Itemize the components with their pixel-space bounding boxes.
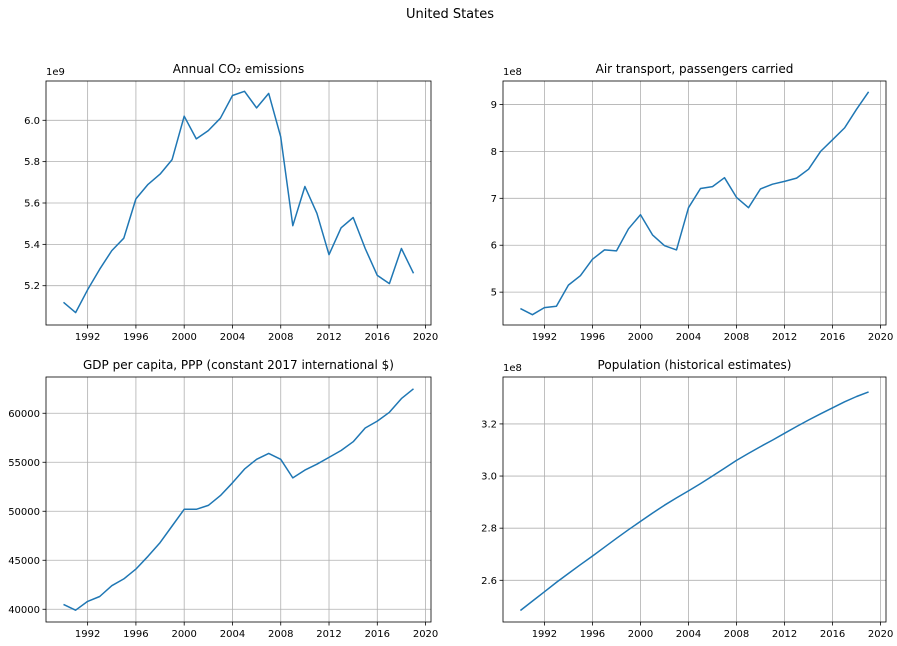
x-tick-label: 1992 <box>532 332 557 343</box>
x-tick-label: 1996 <box>580 629 605 640</box>
x-tick-label: 2008 <box>268 629 293 640</box>
x-tick-label: 2004 <box>220 332 245 343</box>
x-tick-label: 2020 <box>868 629 893 640</box>
y-offset-label: 1e8 <box>503 67 522 78</box>
y-tick-label: 50000 <box>8 507 40 518</box>
x-tick-label: 2016 <box>365 629 390 640</box>
chart-panel-4: 1992 1996 2000 2004 2008 2012 2016 2020 2.6 2.8 3.… <box>481 358 893 640</box>
axes-frame <box>45 376 432 623</box>
chart-panel-3: 1992 1996 2000 2004 2008 2012 2016 2020 40000 450… <box>8 358 438 640</box>
y-tick-label: 2.8 <box>481 524 497 535</box>
axes-frame <box>502 376 887 623</box>
y-tick-label: 3.2 <box>481 419 497 430</box>
x-tick-label: 1992 <box>75 629 100 640</box>
x-tick-label: 2008 <box>724 629 749 640</box>
x-tick-label: 1996 <box>580 332 605 343</box>
series-line <box>520 91 870 316</box>
x-tick-label: 2000 <box>171 629 196 640</box>
x-tick-label: 2008 <box>724 332 749 343</box>
y-tick-label: 40000 <box>8 605 40 616</box>
x-tick-label: 2016 <box>820 629 845 640</box>
y-offset-label: 1e8 <box>503 363 522 374</box>
chart-title: Population (historical estimates) <box>598 358 792 372</box>
x-tick-label: 2012 <box>316 629 341 640</box>
x-tick-label: 2016 <box>365 332 390 343</box>
x-tick-label: 1992 <box>532 629 557 640</box>
series-line <box>519 391 869 612</box>
x-tick-label: 1992 <box>75 332 100 343</box>
y-tick-label: 5.6 <box>24 199 40 210</box>
y-offset-label: 1e9 <box>46 67 65 78</box>
x-tick-label: 2020 <box>413 332 438 343</box>
x-tick-label: 2012 <box>772 629 797 640</box>
x-tick-label: 2008 <box>268 332 293 343</box>
chart-title: GDP per capita, PPP (constant 2017 inter… <box>83 358 394 372</box>
x-tick-label: 2004 <box>220 629 245 640</box>
x-tick-label: 2012 <box>316 332 341 343</box>
x-tick-label: 2004 <box>676 332 701 343</box>
y-tick-label: 3.0 <box>481 472 497 483</box>
y-tick-label: 7 <box>491 194 497 205</box>
axes-frame <box>502 80 887 326</box>
x-tick-label: 2020 <box>413 629 438 640</box>
series-line <box>63 90 415 314</box>
y-tick-label: 2.6 <box>481 576 497 587</box>
y-tick-label: 5.2 <box>24 281 40 292</box>
x-tick-label: 2012 <box>772 332 797 343</box>
x-tick-label: 1996 <box>123 332 148 343</box>
axes-frame <box>45 80 432 326</box>
y-tick-label: 6.0 <box>24 116 40 127</box>
y-tick-label: 8 <box>491 147 497 158</box>
chart-panel-2: 1992 1996 2000 2004 2008 2012 2016 2020 5 6 7 8 9 Air… <box>491 62 894 343</box>
series-line <box>63 388 414 611</box>
x-tick-label: 2000 <box>628 332 653 343</box>
chart-title: Air transport, passengers carried <box>596 62 794 76</box>
y-tick-label: 60000 <box>8 409 40 420</box>
y-tick-label: 6 <box>491 241 497 252</box>
chart-title: Annual CO₂ emissions <box>173 62 304 76</box>
x-tick-label: 2016 <box>820 332 845 343</box>
x-tick-label: 1996 <box>123 629 148 640</box>
chart-panel-1: 1992 1996 2000 2004 2008 2012 2016 2020 5.2 5.4 5.… <box>24 62 438 343</box>
x-tick-label: 2004 <box>676 629 701 640</box>
x-tick-label: 2020 <box>868 332 893 343</box>
figure-title: United States <box>406 7 494 22</box>
x-tick-label: 2000 <box>628 629 653 640</box>
y-tick-label: 55000 <box>8 458 40 469</box>
y-tick-label: 5.4 <box>24 240 40 251</box>
y-tick-label: 9 <box>491 100 497 111</box>
y-tick-label: 5 <box>491 288 497 299</box>
y-tick-label: 45000 <box>8 556 40 567</box>
x-tick-label: 2000 <box>171 332 196 343</box>
y-tick-label: 5.8 <box>24 157 40 168</box>
